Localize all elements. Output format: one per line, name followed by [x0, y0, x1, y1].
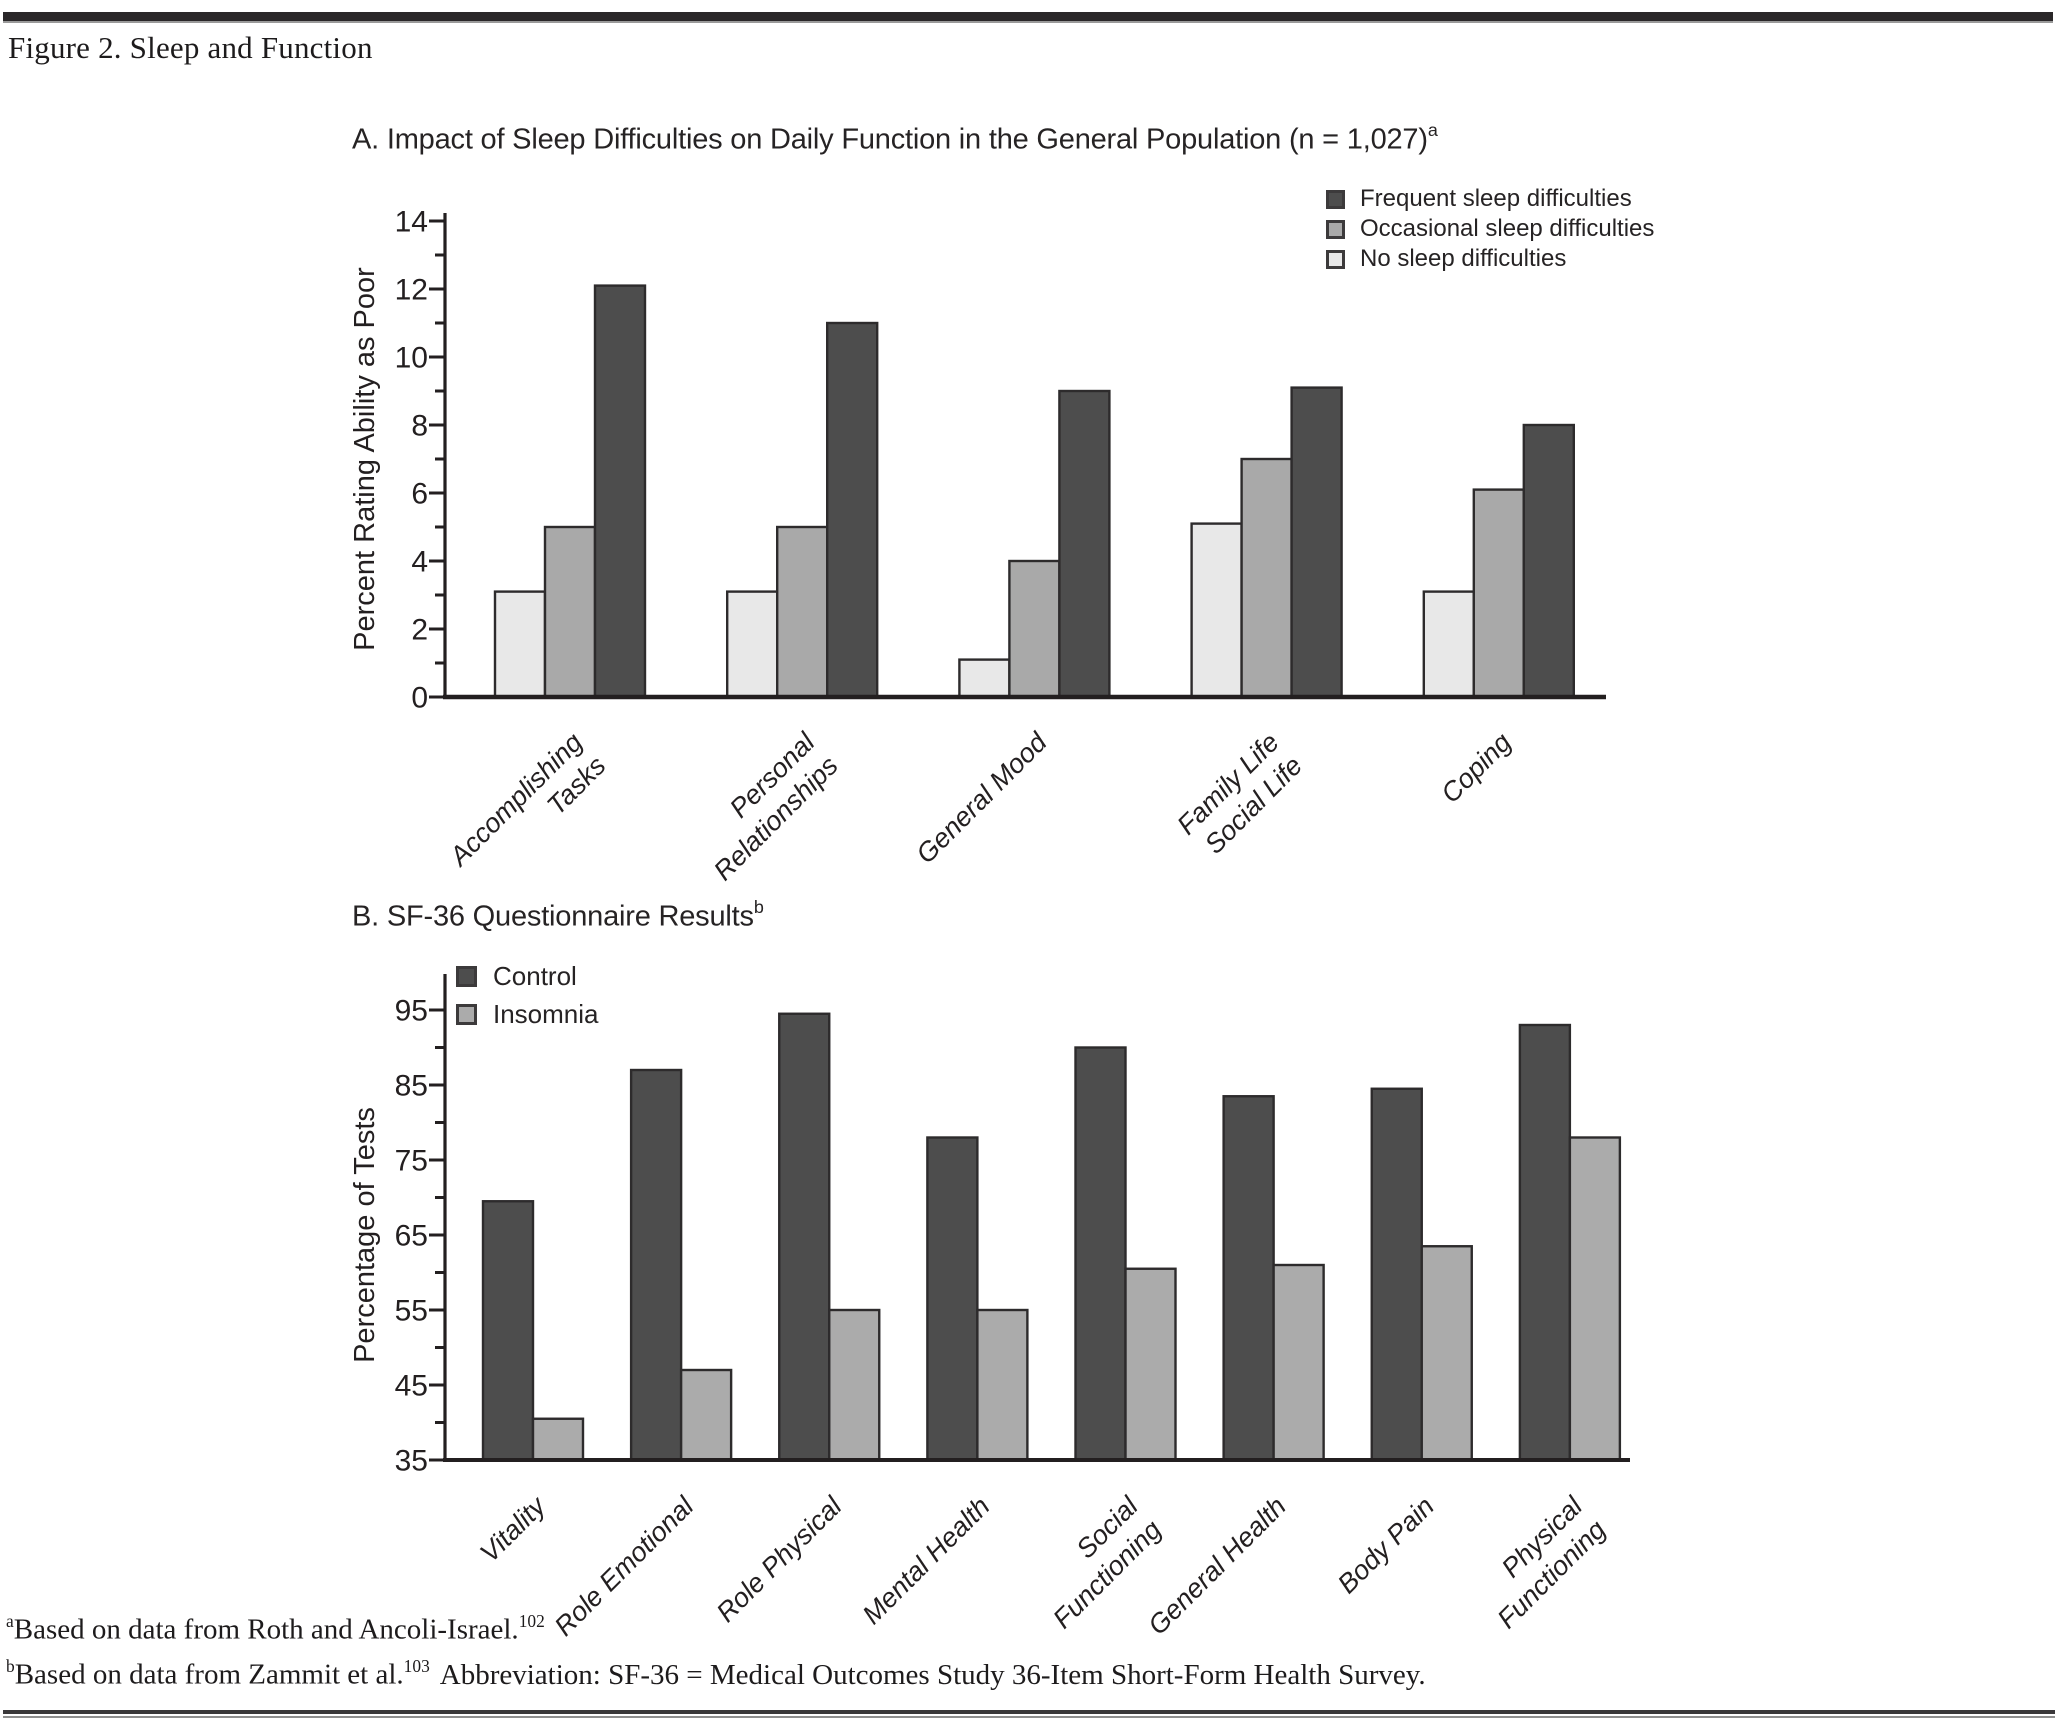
- y-tick-label: 2: [411, 614, 428, 647]
- y-tick-label: 4: [411, 546, 428, 579]
- bar: [1472, 488, 1526, 699]
- footnote-a-marker: a: [6, 1611, 14, 1631]
- chart-a-title-text: A. Impact of Sleep Difficulties on Daily…: [352, 123, 1428, 156]
- legend-item: Occasional sleep difficulties: [1326, 214, 1654, 244]
- category-label: Vitality: [474, 1490, 552, 1568]
- chart-b-legend: Control Insomnia: [456, 957, 599, 1033]
- y-tick-label: 12: [395, 274, 428, 307]
- bar: [679, 1368, 733, 1462]
- footnotes: aBased on data from Roth and Ancoli-Isra…: [6, 1611, 1426, 1702]
- bar: [826, 321, 879, 699]
- chart-a-title: A. Impact of Sleep Difficulties on Daily…: [352, 120, 1438, 157]
- chart-b-title-superscript: b: [753, 897, 764, 917]
- legend-label: Frequent sleep difficulties: [1360, 185, 1632, 212]
- legend-swatch: [456, 1003, 477, 1025]
- category-label: Body Pain: [1332, 1491, 1440, 1599]
- y-tick-label: 65: [395, 1220, 428, 1253]
- y-axis-label: Percent Rating Ability as Poor: [349, 267, 381, 651]
- bar: [629, 1068, 683, 1462]
- legend-swatch: [1326, 249, 1345, 269]
- footnote-b: bBased on data from Zammit et al.103 Abbr…: [6, 1656, 1426, 1702]
- bar: [1422, 590, 1476, 699]
- legend-label: Occasional sleep difficulties: [1360, 215, 1655, 242]
- y-tick-label: 75: [395, 1145, 428, 1178]
- legend-label: Insomnia: [493, 998, 599, 1029]
- category-label: Role Physical: [711, 1490, 849, 1628]
- bar: [493, 590, 547, 699]
- y-tick-label: 85: [395, 1070, 428, 1103]
- chart-a-title-superscript: a: [1427, 120, 1438, 140]
- bar: [1370, 1087, 1423, 1462]
- category-label: Mental Health: [857, 1491, 996, 1630]
- y-tick-label: 45: [395, 1370, 428, 1403]
- footnote-a-text: Based on data from Roth and Ancoli-Israe…: [13, 1613, 519, 1646]
- legend-item: Frequent sleep difficulties: [1326, 184, 1654, 214]
- bar: [1518, 1023, 1572, 1462]
- bottom-rule-thin: [3, 1716, 2055, 1718]
- y-tick-label: 55: [395, 1295, 428, 1328]
- legend-swatch: [1326, 219, 1345, 239]
- chart-b-plot: 35 45 55 65 75 85 95 Percentage of Tests Vitalit…: [349, 974, 1630, 1642]
- y-tick-label: 35: [395, 1445, 428, 1478]
- legend-item: Control: [456, 957, 599, 995]
- category-label: PhysicalFunctioning: [1468, 1490, 1612, 1634]
- chart-b-title: B. SF-36 Questionnaire Resultsb: [352, 897, 764, 934]
- y-tick-label: 14: [395, 206, 428, 239]
- bar: [976, 1308, 1029, 1462]
- footnote-b-marker: b: [6, 1656, 15, 1676]
- bar: [726, 590, 779, 699]
- y-tick-label: 10: [395, 342, 428, 375]
- bar: [1074, 1046, 1127, 1462]
- legend-label: Control: [493, 960, 577, 991]
- chart-a-plot: 0 2 4 6 8 10 12 14 Percent Rating Ability as Poo…: [349, 206, 1606, 886]
- chart-b-title-text: B. SF-36 Questionnaire Results: [352, 900, 754, 933]
- bar: [481, 1200, 535, 1462]
- footnote-a: aBased on data from Roth and Ancoli-Isra…: [6, 1611, 1426, 1657]
- legend-item: No sleep difficulties: [1326, 244, 1654, 274]
- y-tick-label: 8: [411, 410, 428, 443]
- legend-swatch: [456, 965, 477, 987]
- legend-swatch: [1326, 189, 1345, 209]
- footnote-b-abbreviation: Abbreviation: SF-36 = Medical Outcomes S…: [439, 1658, 1426, 1691]
- bar: [1420, 1245, 1473, 1462]
- legend-label: No sleep difficulties: [1360, 245, 1567, 272]
- bottom-rule: [3, 1710, 2055, 1714]
- y-tick-label: 95: [395, 995, 428, 1028]
- bar: [1058, 389, 1111, 699]
- bar: [1124, 1267, 1177, 1462]
- bar: [828, 1308, 881, 1462]
- bar: [1272, 1263, 1325, 1462]
- y-axis-label: Percentage of Tests: [349, 1107, 381, 1363]
- bar: [1568, 1136, 1622, 1462]
- y-tick-label: 0: [411, 682, 428, 715]
- bar: [1222, 1095, 1275, 1462]
- bar: [958, 658, 1011, 699]
- footnote-b-text: Based on data from Zammit et al.: [14, 1658, 404, 1691]
- footnote-b-reference: 103: [403, 1656, 430, 1676]
- figure-title: Figure 2. Sleep and Function: [8, 30, 373, 65]
- legend-item: Insomnia: [456, 995, 599, 1033]
- chart-a-legend: Frequent sleep difficulties Occasional sl…: [1326, 184, 1654, 274]
- footnote-a-reference: 102: [518, 1611, 545, 1631]
- bar: [531, 1417, 585, 1462]
- top-rule: [3, 12, 2053, 23]
- bar: [926, 1136, 979, 1462]
- bar: [778, 1012, 831, 1462]
- y-tick-label: 6: [411, 478, 428, 511]
